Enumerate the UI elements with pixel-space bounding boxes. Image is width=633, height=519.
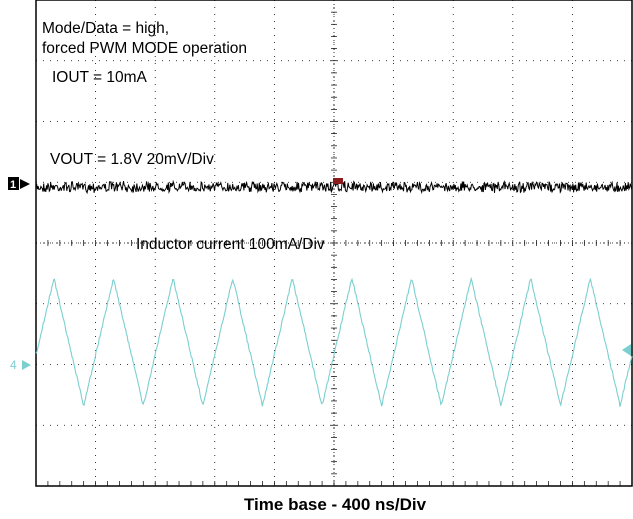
annotation-iout: IOUT = 10mA — [52, 69, 148, 86]
grid — [36, 0, 632, 486]
annotation-inductor: Inductor current 100mA/Div — [136, 236, 325, 253]
vout-trace — [35, 179, 633, 195]
trigger-arrow-right — [622, 344, 631, 356]
trigger-marker — [333, 178, 343, 184]
annotation-pwm: forced PWM MODE operation — [42, 40, 247, 57]
channel-1-label: 1 — [10, 179, 16, 191]
annotation-vout: VOUT = 1.8V 20mV/Div — [50, 151, 214, 168]
inductor-current-trace — [35, 276, 633, 408]
x-axis-label: Time base - 400 ns/Div — [244, 495, 427, 514]
annotation-mode: Mode/Data = high, — [42, 20, 169, 37]
channel-4-label: 4 — [10, 358, 17, 372]
channel-1-marker: 1 — [8, 177, 30, 191]
channel-4-marker: 4 — [10, 358, 31, 372]
traces — [35, 178, 633, 408]
